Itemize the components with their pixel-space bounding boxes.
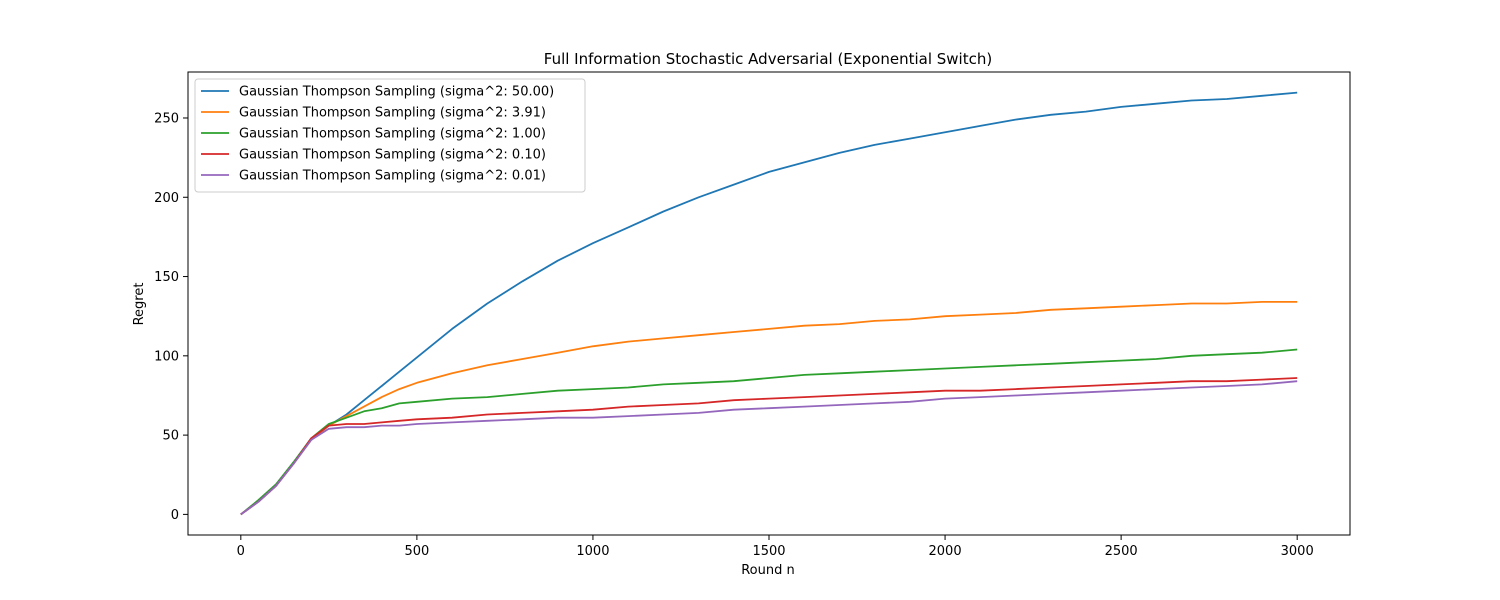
- y-tick-label: 150: [154, 270, 179, 285]
- series-line-4: [240, 380, 1298, 516]
- x-axis-label: Round n: [741, 563, 795, 578]
- legend-entry-4: Gaussian Thompson Sampling (sigma^2: 0.0…: [239, 169, 546, 184]
- x-tick-label: 3000: [1281, 544, 1314, 559]
- legend-entry-1: Gaussian Thompson Sampling (sigma^2: 3.9…: [239, 106, 546, 121]
- y-tick-label: 0: [171, 508, 179, 523]
- x-tick-label: 2000: [929, 544, 962, 559]
- x-tick-label: 1500: [752, 544, 785, 559]
- y-axis-label: Regret: [132, 283, 147, 326]
- x-tick-label: 0: [237, 544, 245, 559]
- y-tick-label: 50: [162, 429, 179, 444]
- legend-entry-0: Gaussian Thompson Sampling (sigma^2: 50.…: [239, 85, 554, 100]
- y-axis: 0 50 100 150 200 250: [154, 111, 188, 523]
- legend-box: [194, 78, 586, 193]
- y-tick-label: 200: [154, 191, 179, 206]
- series-line-0: [240, 91, 1298, 516]
- y-tick-label: 100: [154, 349, 179, 364]
- series-line-2: [240, 348, 1298, 516]
- series-line-3: [240, 377, 1298, 516]
- legend-entry-3: Gaussian Thompson Sampling (sigma^2: 0.1…: [239, 148, 546, 163]
- series-line-1: [240, 301, 1298, 516]
- y-tick-label: 250: [154, 111, 179, 126]
- x-axis: 0 500 1000 1500 2000 2500 3000: [237, 535, 1314, 559]
- x-tick-label: 2500: [1105, 544, 1138, 559]
- series-layer: [240, 91, 1298, 516]
- legend-entry-2: Gaussian Thompson Sampling (sigma^2: 1.0…: [239, 127, 546, 142]
- x-tick-label: 1000: [576, 544, 609, 559]
- chart-title: Full Information Stochastic Adversarial …: [544, 50, 992, 68]
- x-tick-label: 500: [404, 544, 429, 559]
- legend: Gaussian Thompson Sampling (sigma^2: 50.…: [194, 78, 586, 193]
